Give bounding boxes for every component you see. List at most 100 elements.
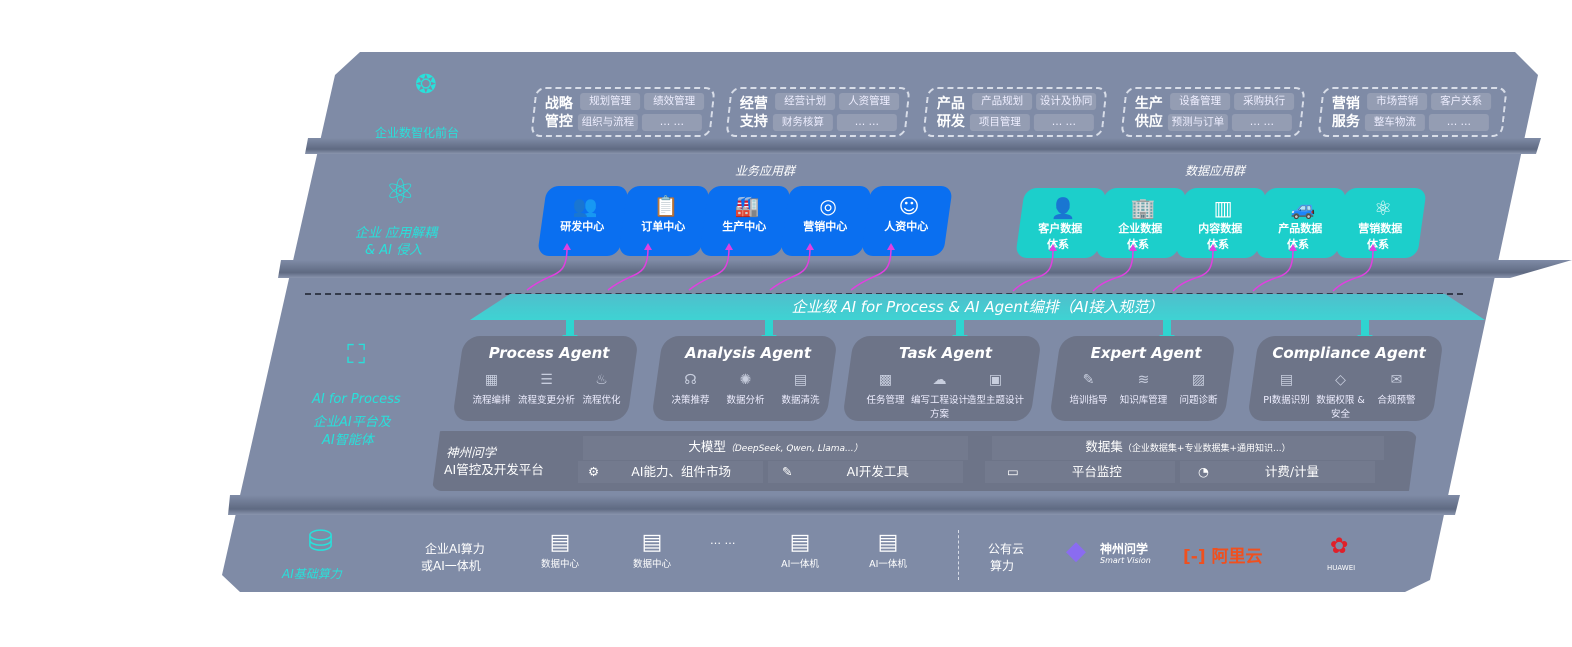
model-note: （DeepSeek, Qwen, Llama...） bbox=[725, 444, 863, 454]
aliyun-logo-text: 阿里云 bbox=[1211, 547, 1263, 567]
agent-card[interactable]: Task Agent ▩ 任务管理 ☁ 编写工程设计方案 ▣ 造型主题设计 bbox=[842, 336, 1042, 421]
devtools-bar[interactable]: ✎ AI开发工具 bbox=[768, 461, 963, 483]
agent-capability: ≋ 知识库管理 bbox=[1115, 372, 1173, 406]
server-label: 数据中心 bbox=[540, 559, 579, 570]
private-compute-label: 企业AI算力 bbox=[425, 542, 485, 556]
agent-capability: ▨ 问题诊断 bbox=[1170, 372, 1228, 406]
public-cloud-label-2: 算力 bbox=[990, 559, 1015, 573]
model-bar: 大模型（DeepSeek, Qwen, Llama...） bbox=[583, 436, 968, 460]
connector-arrowhead bbox=[1129, 244, 1137, 251]
server-icon: ▤ bbox=[549, 530, 571, 555]
layer-divider bbox=[228, 495, 1460, 515]
agent-capability: ✉ 合规预警 bbox=[1368, 372, 1426, 406]
capability-icon: ✎ bbox=[1082, 372, 1095, 388]
layer-label-compute: AI基础算力 bbox=[282, 567, 342, 581]
agent-card[interactable]: Compliance Agent ▤ PI数据识别 ◇ 数据权限 & 安全 ✉ 合规预警 bbox=[1247, 336, 1444, 421]
down-arrow-icon bbox=[1357, 320, 1373, 342]
agent-capability: ☰ 流程变更分析 bbox=[518, 372, 576, 406]
shenzhou-logo-icon: ◆ bbox=[1066, 536, 1086, 566]
down-arrow-icon bbox=[1159, 320, 1175, 342]
capability-label: 流程变更分析 bbox=[518, 395, 576, 406]
layer-label-ai: AI for Process bbox=[312, 392, 401, 407]
capability-label: 数据分析 bbox=[726, 395, 765, 406]
capability-label: 培训指导 bbox=[1069, 395, 1108, 406]
face-scan-icon: ⛶ bbox=[347, 340, 366, 370]
shenzhou-logo-sub: Smart Vision bbox=[1100, 556, 1151, 565]
data-apps-title: 数据应用群 bbox=[1185, 164, 1246, 178]
connector-arrowhead bbox=[644, 243, 652, 250]
agent-title: Process Agent bbox=[488, 344, 610, 362]
connector-arrow bbox=[1012, 249, 1054, 292]
shenzhou-logo-text: 神州问学 bbox=[1100, 542, 1149, 556]
monitor-bar[interactable]: ▭ 平台监控 bbox=[985, 461, 1175, 483]
capability-label: 流程优化 bbox=[582, 395, 621, 406]
private-compute-label-2: 或AI一体机 bbox=[421, 559, 481, 573]
capability-icon: ▤ bbox=[793, 372, 808, 388]
connector-arrow bbox=[607, 247, 649, 291]
capability-label: 数据清洗 bbox=[781, 395, 820, 406]
monitor-label: 平台监控 bbox=[1071, 464, 1122, 479]
gauge-icon: ◔ bbox=[1198, 464, 1209, 479]
capability-icon: ▦ bbox=[484, 372, 499, 388]
business-apps-title: 业务应用群 bbox=[735, 164, 796, 178]
connector-arrow bbox=[1092, 249, 1134, 292]
agent-card[interactable]: Process Agent ▦ 流程编排 ☰ 流程变更分析 ♨ 流程优化 bbox=[452, 336, 639, 421]
molecule-icon: ⚛ bbox=[385, 172, 416, 212]
capability-label: 造型主题设计 bbox=[967, 395, 1025, 406]
agent-capability: ◇ 数据权限 & 安全 bbox=[1312, 372, 1370, 420]
server-item: ▤ 数据中心 bbox=[530, 530, 590, 570]
connector-arrow bbox=[1252, 249, 1294, 292]
capability-icon: ▨ bbox=[1191, 372, 1206, 388]
agent-capability: ✎ 培训指导 bbox=[1060, 372, 1118, 406]
agent-card[interactable]: Analysis Agent ☊ 决策推荐 ✺ 数据分析 ▤ 数据清洗 bbox=[651, 336, 838, 421]
capability-icon: ☰ bbox=[540, 372, 553, 388]
agent-capability: ▤ 数据清洗 bbox=[772, 372, 830, 406]
model-label: 大模型 bbox=[688, 439, 726, 454]
connector-arrowhead bbox=[887, 243, 895, 250]
capability-icon: ◇ bbox=[1335, 372, 1346, 388]
capability-icon: ☊ bbox=[684, 372, 697, 388]
connector-arrow bbox=[526, 247, 568, 291]
monitor-icon: ▭ bbox=[1007, 464, 1019, 479]
connector-arrow bbox=[769, 247, 811, 291]
down-arrow-icon bbox=[952, 320, 968, 342]
server-item: ▤ AI一体机 bbox=[770, 530, 830, 570]
agent-title: Compliance Agent bbox=[1272, 344, 1426, 362]
servers-ellipsis: … … bbox=[710, 534, 736, 547]
capability-icon: ✺ bbox=[739, 372, 752, 388]
connector-arrowhead bbox=[1209, 244, 1217, 251]
capability-icon: ≋ bbox=[1137, 372, 1150, 388]
dataset-note: （企业数据集+专业数据集+通用知识...） bbox=[1122, 444, 1291, 454]
layer-label-ai-3: AI智能体 bbox=[322, 433, 374, 448]
brain-icon: ❂ bbox=[415, 70, 437, 100]
server-label: AI一体机 bbox=[781, 559, 819, 570]
billing-bar[interactable]: ◔ 计费/计量 bbox=[1180, 461, 1375, 483]
capability-icon: ▣ bbox=[988, 372, 1003, 388]
server-icon: ▤ bbox=[789, 530, 811, 555]
capability-label: PI数据识别 bbox=[1263, 395, 1310, 406]
layer-label-ai-2: 企业AI平台及 bbox=[313, 415, 391, 430]
huawei-logo-icon: ✿ bbox=[1330, 534, 1349, 559]
dataset-bar: 数据集（企业数据集+专业数据集+通用知识...） bbox=[992, 436, 1384, 460]
agent-capability: ✺ 数据分析 bbox=[717, 372, 775, 406]
agent-card[interactable]: Expert Agent ✎ 培训指导 ≋ 知识库管理 ▨ 问题诊断 bbox=[1049, 336, 1236, 421]
layer-divider bbox=[305, 138, 1541, 154]
layer-label-frontend: 企业数智化前台 bbox=[375, 126, 460, 140]
agent-title: Task Agent bbox=[899, 344, 993, 362]
connector-arrowhead bbox=[725, 243, 733, 250]
capability-label: 决策推荐 bbox=[671, 395, 710, 406]
agent-title: Analysis Agent bbox=[685, 344, 812, 362]
connector-arrow bbox=[688, 247, 730, 291]
public-cloud-label: 公有云 bbox=[988, 542, 1025, 556]
market-bar[interactable]: ⚙ AI能力、组件市场 bbox=[578, 461, 763, 483]
server-label: 数据中心 bbox=[632, 559, 671, 570]
capability-label: 问题诊断 bbox=[1179, 395, 1218, 406]
connector-arrowhead bbox=[1049, 244, 1057, 251]
billing-label: 计费/计量 bbox=[1264, 464, 1320, 479]
server-icon: ▤ bbox=[641, 530, 663, 555]
aliyun-logo: [-] 阿里云 bbox=[1183, 547, 1263, 567]
devtools-icon: ✎ bbox=[782, 464, 793, 479]
capability-icon: ▤ bbox=[1279, 372, 1294, 388]
capability-label: 数据权限 & 安全 bbox=[1316, 395, 1365, 420]
